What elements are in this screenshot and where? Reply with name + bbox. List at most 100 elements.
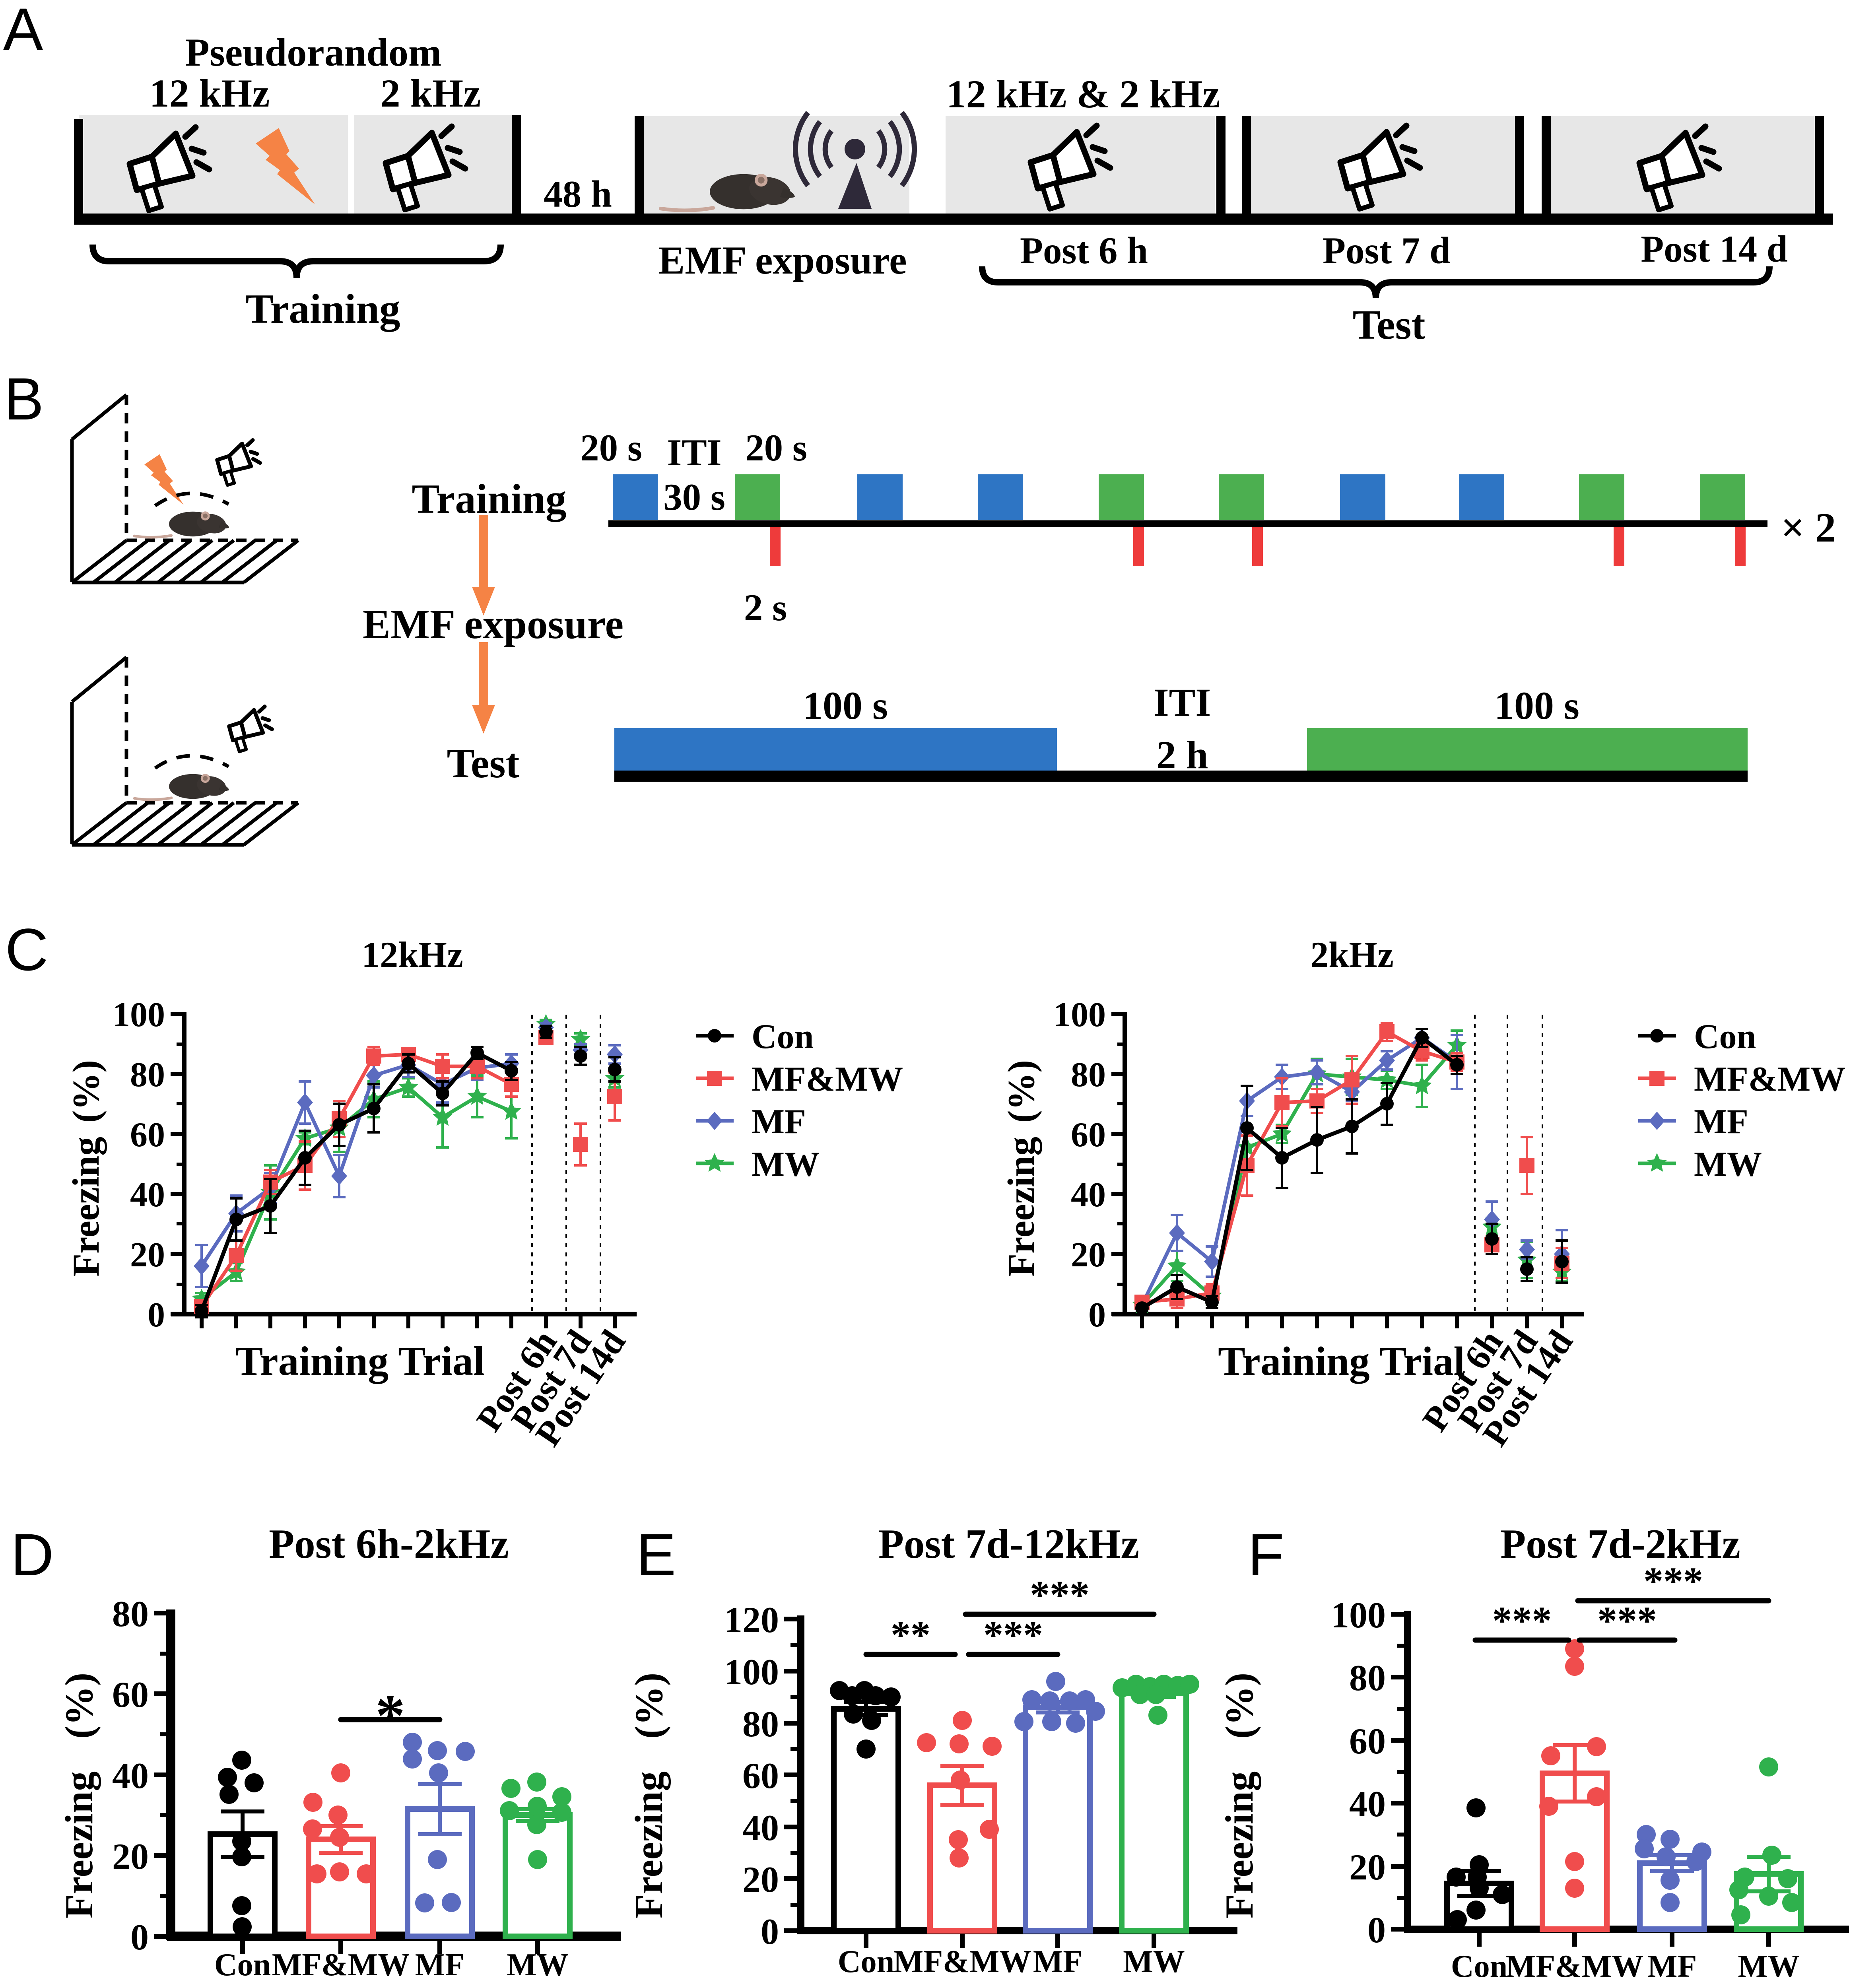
svg-text:20 s: 20 s: [745, 427, 807, 469]
svg-text:Post 6 h: Post 6 h: [1020, 229, 1148, 272]
svg-text:*: *: [375, 1683, 405, 1749]
svg-text:MF&MW: MF&MW: [1694, 1060, 1845, 1099]
svg-text:Con: Con: [1694, 1017, 1756, 1056]
svg-text:Con: Con: [838, 1944, 894, 1979]
svg-text:Post 14 d: Post 14 d: [1641, 228, 1787, 270]
svg-text:EMF exposure: EMF exposure: [363, 601, 623, 647]
svg-text:40: 40: [130, 1176, 165, 1214]
svg-text:Freezing: Freezing: [1217, 1771, 1261, 1918]
svg-text:12kHz: 12kHz: [361, 934, 463, 975]
svg-text:0: 0: [130, 1917, 149, 1957]
svg-text:MF&MW: MF&MW: [893, 1944, 1031, 1979]
svg-text:Test: Test: [447, 740, 520, 786]
svg-text:2kHz: 2kHz: [1310, 934, 1394, 975]
svg-text:MF: MF: [1033, 1944, 1082, 1979]
svg-text:Freezing: Freezing: [57, 1771, 101, 1918]
svg-text:C: C: [5, 916, 48, 983]
svg-text:20 s: 20 s: [580, 427, 642, 469]
svg-text:MW: MW: [1694, 1145, 1762, 1184]
svg-text:Freezing: Freezing: [1000, 1137, 1042, 1277]
svg-text:MF&MW: MF&MW: [752, 1060, 903, 1099]
svg-text:12 kHz & 2 kHz: 12 kHz & 2 kHz: [946, 72, 1220, 116]
svg-text:***: ***: [1597, 1598, 1657, 1642]
svg-text:× 2: × 2: [1781, 504, 1836, 551]
svg-text:100: 100: [1331, 1595, 1386, 1635]
svg-text:40: 40: [112, 1755, 149, 1796]
svg-text:20: 20: [1071, 1236, 1106, 1274]
svg-text:Freezing: Freezing: [65, 1137, 107, 1277]
svg-text:Con: Con: [214, 1947, 271, 1982]
svg-text:Post 6h-2kHz: Post 6h-2kHz: [269, 1520, 509, 1567]
svg-text:***: ***: [1492, 1598, 1552, 1642]
svg-text:100: 100: [1053, 996, 1106, 1034]
svg-text:Training: Training: [412, 476, 567, 522]
svg-text:ITI: ITI: [667, 431, 721, 474]
svg-text:20: 20: [112, 1836, 149, 1877]
svg-text:***: ***: [1030, 1573, 1090, 1617]
svg-text:80: 80: [130, 1056, 165, 1094]
svg-text:MW: MW: [1738, 1949, 1800, 1984]
svg-text:**: **: [891, 1613, 930, 1657]
svg-text:F: F: [1248, 1521, 1284, 1588]
svg-text:***: ***: [1643, 1559, 1703, 1603]
svg-text:60: 60: [1349, 1721, 1386, 1761]
svg-text:Post 7d-2kHz: Post 7d-2kHz: [1500, 1520, 1740, 1567]
svg-text:80: 80: [742, 1704, 779, 1744]
svg-text:EMF exposure: EMF exposure: [658, 238, 907, 282]
svg-text:Post 7d-12kHz: Post 7d-12kHz: [878, 1520, 1139, 1567]
svg-text:40: 40: [1349, 1784, 1386, 1824]
svg-text:20: 20: [130, 1236, 165, 1274]
svg-text:(%): (%): [1000, 1060, 1042, 1123]
svg-text:MW: MW: [1123, 1944, 1185, 1979]
svg-text:Training: Training: [246, 285, 400, 332]
svg-text:MF&MW: MF&MW: [272, 1947, 410, 1982]
svg-text:MW: MW: [752, 1145, 820, 1184]
svg-text:30 s: 30 s: [663, 476, 725, 518]
svg-text:2 h: 2 h: [1156, 733, 1208, 777]
svg-text:(%): (%): [627, 1673, 671, 1739]
svg-text:0: 0: [761, 1911, 779, 1952]
svg-text:MF: MF: [1647, 1949, 1697, 1984]
svg-text:100: 100: [113, 996, 165, 1034]
svg-text:60: 60: [742, 1755, 779, 1796]
svg-text:(%): (%): [1217, 1673, 1261, 1739]
svg-text:E: E: [636, 1521, 676, 1588]
svg-text:B: B: [4, 365, 44, 432]
svg-text:Con: Con: [1451, 1949, 1507, 1984]
svg-text:12 kHz: 12 kHz: [150, 71, 270, 115]
svg-text:***: ***: [983, 1613, 1043, 1657]
svg-text:Test: Test: [1353, 301, 1426, 348]
svg-text:60: 60: [130, 1116, 165, 1154]
svg-text:(%): (%): [57, 1673, 101, 1739]
svg-text:Training Trial: Training Trial: [235, 1338, 485, 1384]
svg-text:100 s: 100 s: [1494, 683, 1579, 728]
svg-text:2 s: 2 s: [744, 586, 787, 629]
svg-text:Training Trial: Training Trial: [1218, 1339, 1465, 1384]
svg-text:MF: MF: [752, 1103, 806, 1141]
svg-text:20: 20: [742, 1859, 779, 1900]
svg-text:MW: MW: [507, 1947, 569, 1982]
svg-text:80: 80: [112, 1594, 149, 1634]
svg-text:Post 7 d: Post 7 d: [1323, 229, 1451, 272]
svg-text:MF: MF: [415, 1947, 464, 1982]
svg-text:40: 40: [742, 1807, 779, 1848]
svg-text:48 h: 48 h: [544, 173, 612, 215]
svg-text:MF&MW: MF&MW: [1506, 1949, 1644, 1984]
svg-text:100: 100: [724, 1652, 779, 1692]
svg-text:60: 60: [1071, 1116, 1106, 1154]
svg-text:80: 80: [1071, 1056, 1106, 1094]
svg-text:0: 0: [148, 1296, 165, 1334]
svg-text:Con: Con: [752, 1017, 814, 1056]
svg-text:100 s: 100 s: [803, 683, 888, 728]
svg-text:MF: MF: [1694, 1103, 1748, 1141]
svg-text:20: 20: [1349, 1847, 1386, 1887]
svg-text:Freezing: Freezing: [627, 1771, 671, 1918]
svg-text:ITI: ITI: [1154, 680, 1211, 724]
svg-text:0: 0: [1367, 1910, 1386, 1950]
svg-text:40: 40: [1071, 1176, 1106, 1214]
svg-text:2 kHz: 2 kHz: [381, 71, 481, 115]
svg-text:120: 120: [724, 1600, 779, 1640]
svg-text:A: A: [3, 0, 43, 62]
svg-text:(%): (%): [65, 1060, 107, 1123]
svg-text:D: D: [11, 1521, 54, 1588]
